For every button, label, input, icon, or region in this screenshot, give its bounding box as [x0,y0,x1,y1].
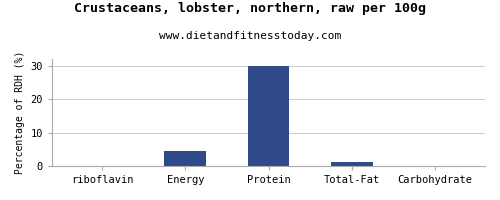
Bar [331,162,372,166]
Text: www.dietandfitnesstoday.com: www.dietandfitnesstoday.com [159,31,341,41]
Bar [248,66,290,166]
Bar [164,151,206,166]
Y-axis label: Percentage of RDH (%): Percentage of RDH (%) [15,51,25,174]
Text: Crustaceans, lobster, northern, raw per 100g: Crustaceans, lobster, northern, raw per … [74,2,426,15]
